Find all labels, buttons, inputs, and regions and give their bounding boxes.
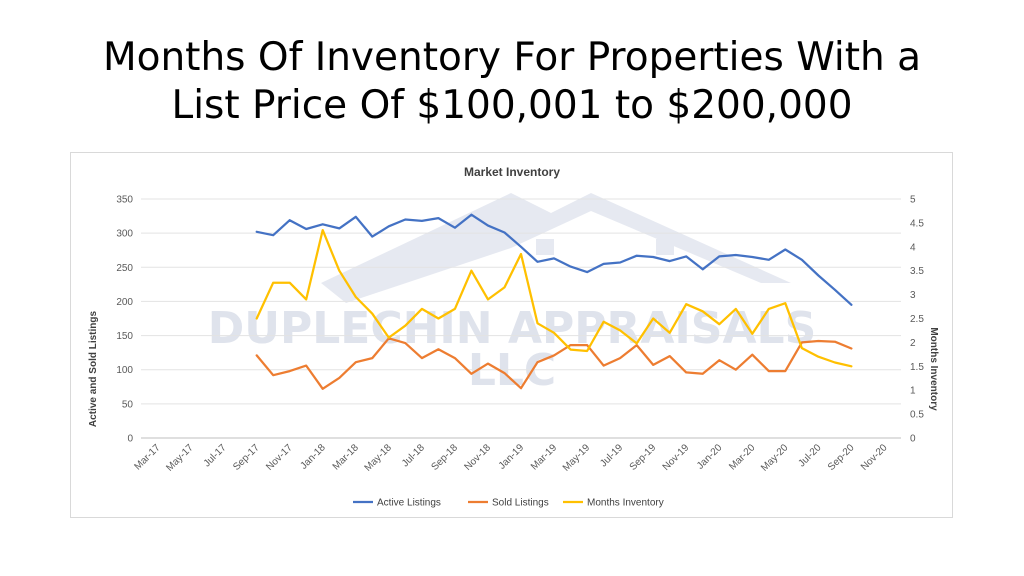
x-tick-label: Jul-19: [598, 442, 625, 469]
watermark-roof-icon: [321, 193, 791, 303]
x-tick-label: Nov-20: [859, 442, 890, 473]
y-tick-label: 100: [116, 365, 133, 376]
x-tick-label: Mar-19: [529, 442, 559, 472]
x-tick-label: Jan-20: [695, 442, 725, 472]
x-axis-ticks: Mar-17 May-17 Jul-17 Sep-17 Nov-17 Jan-18 Mar-…: [132, 442, 889, 474]
series-line-sold-listings: [255, 337, 853, 390]
legend-item: Sold Listings: [468, 498, 549, 509]
legend-item: Months Inventory: [563, 498, 664, 509]
y-tick-label: 350: [116, 195, 133, 206]
y2-tick-label: 0: [910, 434, 916, 445]
watermark-line-2: LLC: [468, 345, 556, 396]
legend: Active Listings Sold Listings Months Inven…: [353, 498, 664, 509]
chart-area: DUPLECHIN APPRAISALS LLC Market Inventor…: [70, 152, 953, 518]
y2-axis-title: Months Inventory: [928, 327, 939, 411]
y-axis-ticks: 0 50 100 150 200 250 300 350: [116, 195, 133, 445]
slide-title-line-2: List Price Of $100,001 to $200,000: [171, 83, 853, 128]
series-line-active-listings: [255, 213, 853, 306]
x-tick-label: May-19: [561, 442, 593, 474]
legend-label: Active Listings: [377, 498, 441, 509]
y-tick-label: 200: [116, 297, 133, 308]
x-tick-label: Nov-18: [462, 442, 493, 473]
series-line-months-inventory: [255, 228, 853, 368]
x-tick-label: Sep-20: [826, 442, 857, 473]
y2-tick-label: 3.5: [910, 266, 924, 277]
x-tick-label: Sep-19: [628, 442, 659, 473]
x-tick-label: May-18: [363, 442, 395, 474]
x-tick-label: May-20: [759, 442, 791, 474]
y2-tick-label: 2: [910, 338, 916, 349]
watermark-line-1: DUPLECHIN APPRAISALS: [208, 303, 817, 354]
watermark-logo: DUPLECHIN APPRAISALS LLC: [208, 193, 817, 396]
y2-tick-label: 3: [910, 290, 916, 301]
watermark-window-icon: [536, 239, 554, 255]
y-tick-label: 150: [116, 331, 133, 342]
y-tick-label: 50: [122, 399, 134, 410]
y-axis-title: Active and Sold Listings: [88, 311, 99, 428]
series-lines: [255, 213, 853, 390]
chart-title: Market Inventory: [464, 165, 560, 179]
y-tick-label: 0: [127, 434, 133, 445]
y2-tick-label: 4.5: [910, 218, 924, 229]
x-tick-label: May-17: [164, 442, 196, 474]
y2-axis-ticks: 0 0.5 1 1.5 2 2.5 3 3.5 4 4.5 5: [910, 195, 924, 445]
x-tick-label: Jan-19: [497, 442, 527, 472]
y2-tick-label: 2.5: [910, 314, 924, 325]
x-tick-label: Jul-18: [400, 442, 427, 469]
y-tick-label: 300: [116, 229, 133, 240]
y2-tick-label: 4: [910, 242, 916, 253]
x-tick-label: Sep-17: [231, 442, 262, 473]
legend-item: Active Listings: [353, 498, 441, 509]
x-tick-label: Mar-17: [132, 442, 162, 472]
watermark-window-icon: [656, 239, 674, 255]
x-tick-label: Mar-18: [331, 442, 361, 472]
market-inventory-chart: DUPLECHIN APPRAISALS LLC Market Inventor…: [88, 165, 939, 509]
x-tick-label: Jul-20: [796, 442, 823, 469]
x-tick-label: Jul-17: [202, 442, 229, 469]
y2-tick-label: 1.5: [910, 362, 924, 373]
legend-label: Months Inventory: [587, 498, 664, 509]
x-tick-label: Nov-17: [264, 442, 295, 473]
x-tick-label: Sep-18: [429, 442, 460, 473]
slide-title: Months Of Inventory For Properties With …: [0, 34, 1024, 130]
x-tick-label: Mar-20: [727, 442, 757, 472]
y-tick-label: 250: [116, 263, 133, 274]
x-tick-label: Nov-19: [661, 442, 692, 473]
y2-tick-label: 5: [910, 195, 916, 206]
x-tick-label: Jan-18: [298, 442, 328, 472]
y2-tick-label: 1: [910, 386, 916, 397]
legend-label: Sold Listings: [492, 498, 549, 509]
slide-title-line-1: Months Of Inventory For Properties With …: [102, 35, 922, 80]
y2-tick-label: 0.5: [910, 410, 924, 421]
